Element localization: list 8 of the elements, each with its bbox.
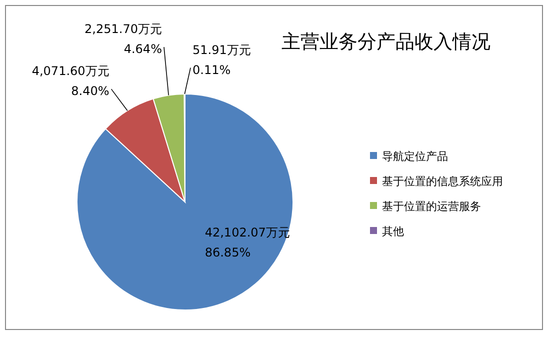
data-label: 51.91万元 0.11% (192, 42, 251, 77)
legend-label: 其他 (382, 225, 404, 238)
data-label: 2,251.70万元 4.64% (84, 22, 162, 56)
legend-label: 基于位置的运营服务 (382, 200, 481, 213)
data-label: 4,071.60万元 8.40% (32, 64, 110, 98)
legend-label: 基于位置的信息系统应用 (382, 175, 503, 188)
legend-label: 导航定位产品 (382, 150, 448, 163)
title: 主营业务分产品收入情况 (282, 31, 490, 53)
